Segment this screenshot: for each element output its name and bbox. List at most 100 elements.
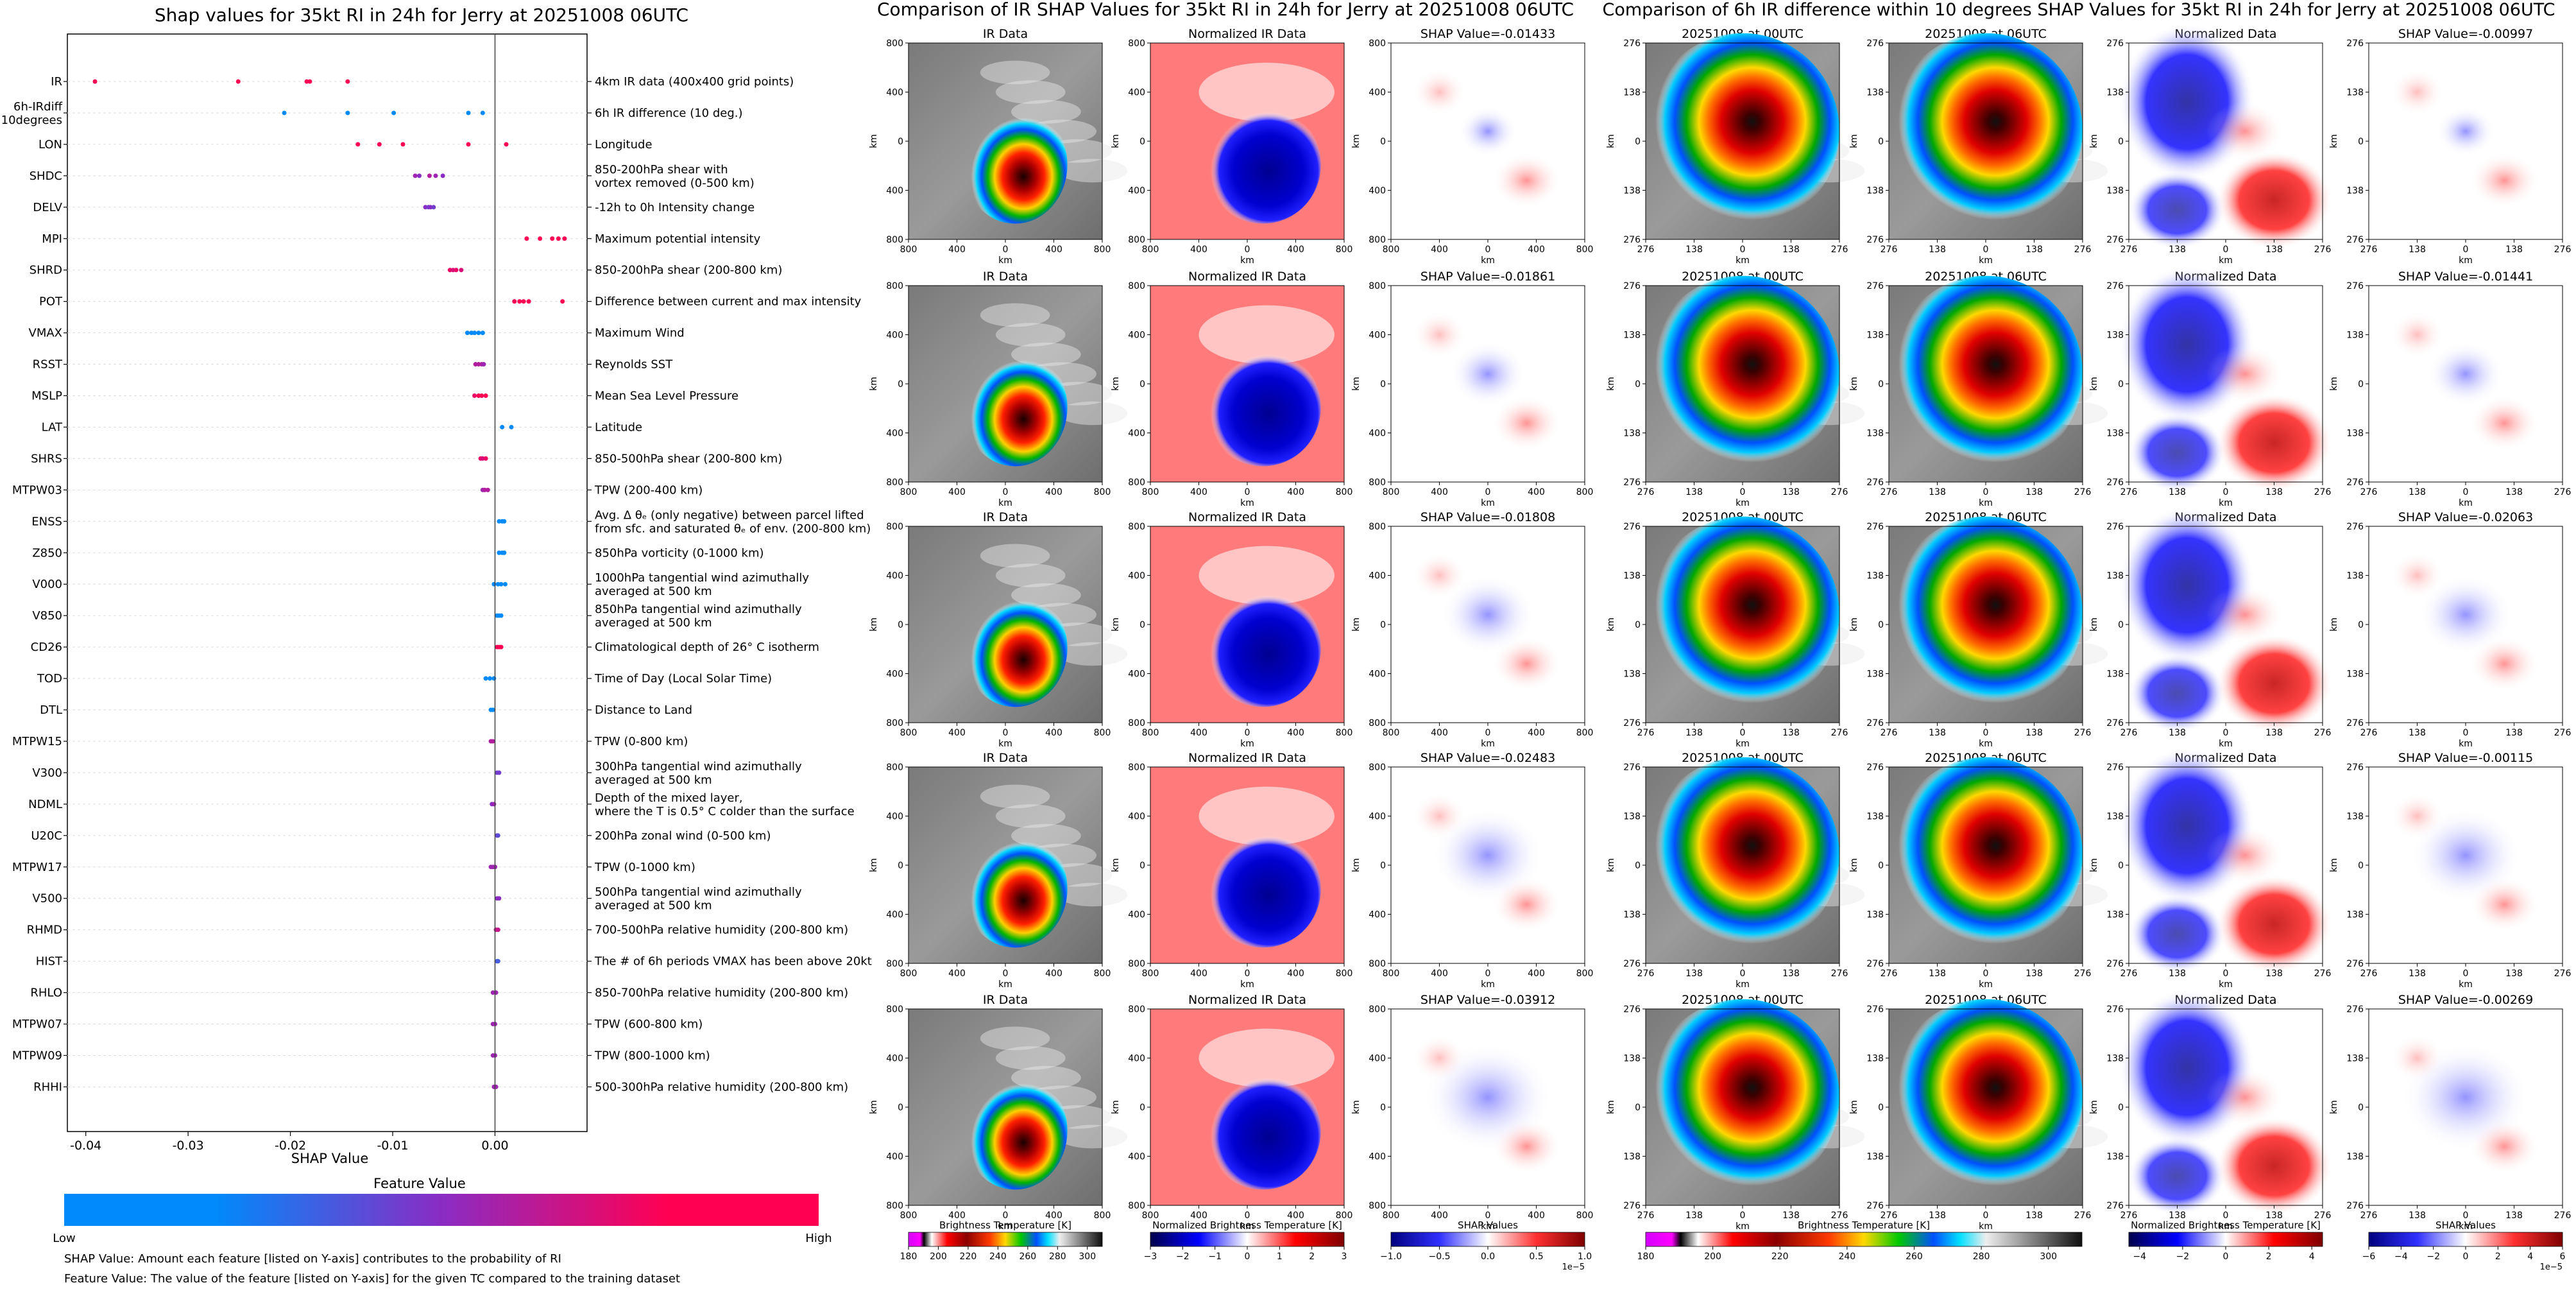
y-axis-label: km <box>2329 617 2339 632</box>
shap-point <box>497 896 502 901</box>
image-title: Normalized IR Data <box>1188 510 1306 524</box>
shap-point <box>466 110 471 116</box>
feature-description: Time of Day (Local Solar Time) <box>594 672 772 685</box>
colorbar-tick-label: 300 <box>2040 1252 2057 1262</box>
y-tick-label: 138 <box>2106 429 2124 439</box>
y-tick-label: 138 <box>2346 88 2364 98</box>
x-axis-label: km <box>1481 1221 1495 1232</box>
y-tick-label: 400 <box>1128 910 1145 920</box>
feature-description: Reynolds SST <box>595 358 673 372</box>
x-tick-label: 276 <box>1831 728 1848 738</box>
x-tick-label: 800 <box>1336 728 1353 738</box>
x-tick-label: 276 <box>2314 728 2332 738</box>
y-tick-label: 800 <box>886 1201 903 1211</box>
x-tick-label: 0 <box>2463 1210 2469 1221</box>
x-tick-label: 400 <box>1431 728 1448 738</box>
y-tick-label: 138 <box>2106 186 2124 196</box>
y-tick-label: 400 <box>1128 812 1145 822</box>
image-title: SHAP Value=-0.00115 <box>2398 751 2533 765</box>
cloud-band <box>995 323 1066 347</box>
image-title: IR Data <box>983 993 1028 1007</box>
x-axis-label: km <box>1481 979 1495 990</box>
feature-description: 700-500hPa relative humidity (200-800 km… <box>595 924 848 937</box>
y-tick-label: 400 <box>886 1054 903 1064</box>
colorbar-tick-label: −1.0 <box>1380 1252 1402 1262</box>
positive-region <box>2206 585 2284 644</box>
x-tick-label: 0 <box>2223 487 2229 497</box>
x-tick-label: 276 <box>2120 728 2138 738</box>
colorbar-tick-label: 2 <box>2495 1252 2501 1262</box>
x-tick-label: 800 <box>1094 245 1111 255</box>
cloud-band <box>1198 1028 1335 1088</box>
positive-region <box>2206 1067 2284 1127</box>
x-tick-label: 276 <box>2074 728 2092 738</box>
image-title: IR Data <box>983 270 1028 284</box>
irdiff-row: 20251008 at 00UTC27613801382762761380138… <box>1606 506 2571 749</box>
x-tick-label: 400 <box>1190 728 1207 738</box>
y-tick-label: 800 <box>1128 522 1145 532</box>
shap-point <box>493 990 499 995</box>
y-tick-label: 138 <box>2346 1054 2364 1064</box>
feature-description: Climatological depth of 26° C isotherm <box>595 641 819 654</box>
y-tick-label: 0 <box>1139 620 1145 630</box>
positive-region <box>2215 634 2333 733</box>
y-tick-label: 138 <box>2346 429 2364 439</box>
x-tick-label: 0 <box>1740 969 1746 979</box>
x-axis-label: km <box>1979 739 1993 749</box>
x-tick-label: -0.03 <box>173 1139 204 1153</box>
y-tick-label: 800 <box>1128 718 1145 728</box>
colorbar-tick-label: 200 <box>1704 1252 1721 1262</box>
x-tick-label: 800 <box>1142 969 1159 979</box>
feature-label: MTPW07 <box>12 1018 62 1031</box>
x-tick-label: 276 <box>2360 245 2378 255</box>
positive-shap <box>1412 792 1467 840</box>
x-tick-label: 400 <box>1190 487 1207 497</box>
y-tick-label: 276 <box>1866 281 1884 291</box>
feature-description: 850hPa vorticity (0-1000 km) <box>595 546 764 560</box>
colorbar-label: SHAP Values <box>2435 1219 2496 1231</box>
x-tick-label: 0 <box>1245 728 1250 738</box>
x-tick-label: 800 <box>1094 487 1111 497</box>
x-axis-label: km <box>1979 1221 1993 1232</box>
x-tick-label: 276 <box>2314 487 2332 497</box>
feature-colorbar-high: High <box>805 1232 832 1245</box>
x-axis-label: km <box>1979 498 1993 508</box>
shap-point <box>521 299 526 304</box>
x-axis-label: km <box>1736 1221 1750 1232</box>
x-tick-label: 0 <box>1740 487 1746 497</box>
feature-description: 500-300hPa relative humidity (200-800 km… <box>595 1080 848 1094</box>
y-tick-label: 800 <box>886 959 903 969</box>
colorbar-tick-label: 6 <box>2560 1252 2566 1262</box>
positive-shap <box>1492 395 1562 451</box>
colorbar-tick-label: 240 <box>1838 1252 1855 1262</box>
shap-point <box>459 268 464 273</box>
shap-point <box>447 268 452 273</box>
shap-x-axis: -0.04 -0.03 -0.02 -0.01 0.00 <box>70 1132 509 1153</box>
positive-shap <box>1412 68 1467 116</box>
x-tick-label: 800 <box>1336 1210 1353 1221</box>
positive-shap <box>1492 636 1562 692</box>
y-tick-label: 0 <box>2358 620 2364 630</box>
y-tick-label: 0 <box>2358 1103 2364 1113</box>
feature-label: U20C <box>31 829 62 843</box>
shap-point <box>355 142 361 147</box>
y-axis-label: km <box>2329 1100 2339 1114</box>
irdiff-row: 20251008 at 00UTC27613801382762761380138… <box>1606 266 2571 508</box>
y-tick-label: 0 <box>898 137 903 147</box>
y-tick-label: 276 <box>2106 39 2124 49</box>
y-tick-label: 276 <box>1866 762 1884 773</box>
x-tick-label: 276 <box>2314 1210 2332 1221</box>
y-tick-label: 276 <box>2346 959 2364 969</box>
y-tick-label: 276 <box>2346 762 2364 773</box>
storm-core <box>1646 33 1839 230</box>
positive-region <box>2215 393 2333 492</box>
colorbar-tick-label: 2 <box>1309 1252 1315 1262</box>
y-tick-label: 400 <box>1369 88 1386 98</box>
x-tick-label: 800 <box>1142 728 1159 738</box>
x-axis-label: km <box>998 739 1012 749</box>
colorbar-tick-label: −4 <box>2133 1252 2146 1262</box>
x-tick-label: 276 <box>1637 487 1655 497</box>
y-tick-label: 138 <box>2346 669 2364 680</box>
x-tick-label: 138 <box>2409 245 2426 255</box>
